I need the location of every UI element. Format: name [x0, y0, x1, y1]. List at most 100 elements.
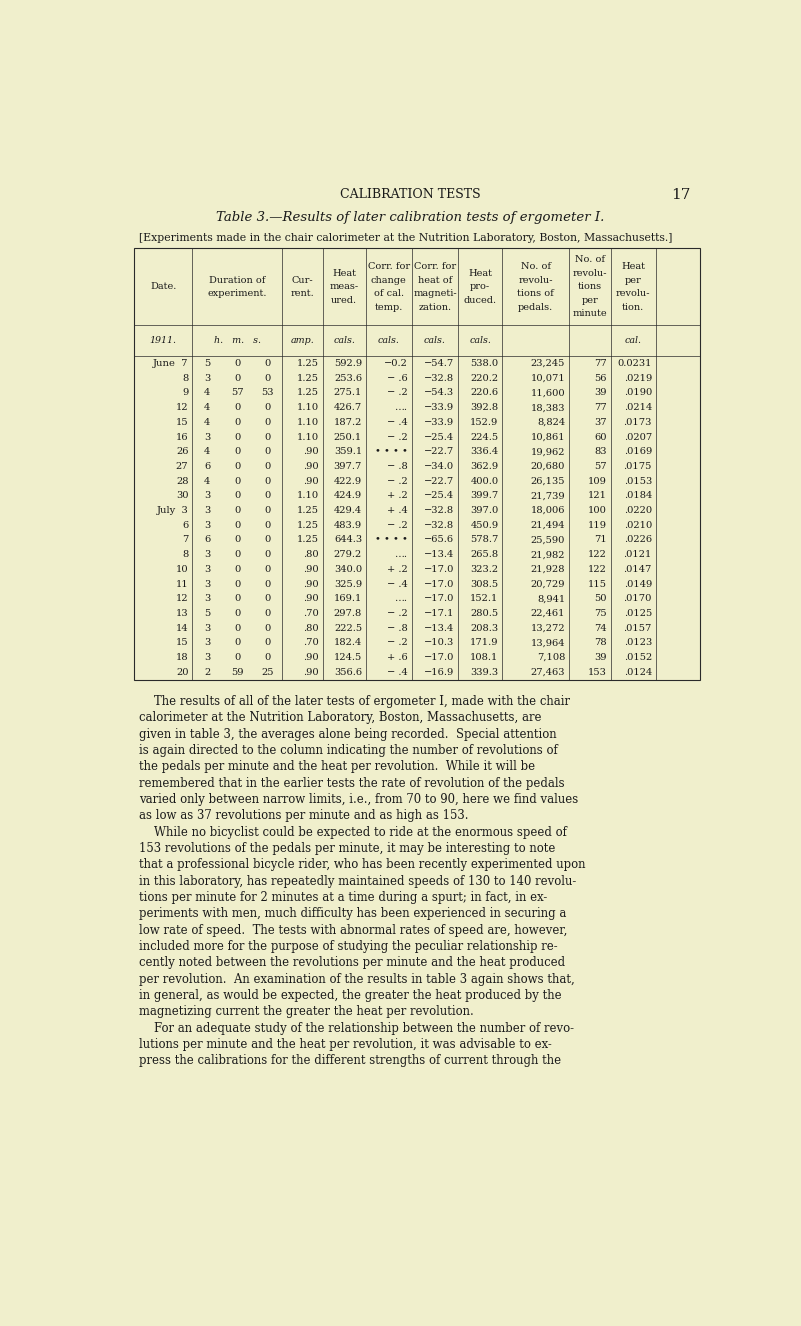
- Text: 6: 6: [182, 521, 188, 530]
- Text: −17.1: −17.1: [424, 609, 454, 618]
- Text: − .2: − .2: [387, 432, 408, 442]
- Text: 27,463: 27,463: [530, 668, 566, 676]
- Text: − .8: − .8: [387, 623, 408, 633]
- Text: .90: .90: [303, 447, 319, 456]
- Text: .0169: .0169: [624, 447, 652, 456]
- Text: 13: 13: [176, 609, 188, 618]
- Text: 250.1: 250.1: [334, 432, 362, 442]
- Text: per: per: [582, 296, 598, 305]
- Text: 0: 0: [234, 623, 240, 633]
- Text: −25.4: −25.4: [425, 432, 454, 442]
- Text: 153 revolutions of the pedals per minute, it may be interesting to note: 153 revolutions of the pedals per minute…: [139, 842, 555, 855]
- Text: .0170: .0170: [623, 594, 652, 603]
- Text: 7,108: 7,108: [537, 654, 566, 662]
- Text: 0: 0: [234, 374, 240, 383]
- Text: 25: 25: [261, 668, 273, 676]
- Text: 18,383: 18,383: [530, 403, 566, 412]
- Text: .0210: .0210: [624, 521, 652, 530]
- Text: 397.7: 397.7: [334, 461, 362, 471]
- Text: The results of all of the later tests of ergometer I, made with the chair: The results of all of the later tests of…: [139, 695, 570, 708]
- Text: −22.7: −22.7: [424, 476, 454, 485]
- Text: 57: 57: [594, 461, 607, 471]
- Text: 1.25: 1.25: [296, 521, 319, 530]
- Text: 0: 0: [264, 536, 271, 545]
- Text: −17.0: −17.0: [424, 565, 454, 574]
- Text: .90: .90: [303, 654, 319, 662]
- Text: 152.9: 152.9: [470, 418, 498, 427]
- Text: 122: 122: [588, 565, 607, 574]
- Text: .0220: .0220: [624, 507, 652, 514]
- Text: − .4: − .4: [387, 668, 408, 676]
- Text: −65.6: −65.6: [425, 536, 454, 545]
- Text: rent.: rent.: [291, 289, 314, 298]
- Text: 5: 5: [204, 359, 211, 369]
- Text: • • • •: • • • •: [375, 447, 408, 456]
- Text: 171.9: 171.9: [470, 638, 498, 647]
- Text: ….: ….: [395, 550, 408, 560]
- Text: tions: tions: [578, 282, 602, 292]
- Text: 0.0231: 0.0231: [618, 359, 652, 369]
- Text: tion.: tion.: [622, 302, 645, 312]
- Text: 0: 0: [264, 492, 271, 500]
- Text: −34.0: −34.0: [425, 461, 454, 471]
- Text: No. of: No. of: [575, 256, 605, 264]
- Text: 0: 0: [264, 374, 271, 383]
- Text: 0: 0: [264, 638, 271, 647]
- Text: ….: ….: [395, 594, 408, 603]
- Text: − .2: − .2: [387, 638, 408, 647]
- Text: 0: 0: [234, 579, 240, 589]
- Text: 0: 0: [234, 432, 240, 442]
- Text: 400.0: 400.0: [470, 476, 498, 485]
- Text: that a professional bicycle rider, who has been recently experimented upon: that a professional bicycle rider, who h…: [139, 858, 586, 871]
- Text: heat of: heat of: [418, 276, 452, 285]
- Text: 7: 7: [182, 536, 188, 545]
- Text: 39: 39: [594, 654, 607, 662]
- Text: 23,245: 23,245: [531, 359, 566, 369]
- Text: 53: 53: [261, 389, 273, 398]
- Text: 12: 12: [176, 403, 188, 412]
- Text: 10,071: 10,071: [530, 374, 566, 383]
- Text: 297.8: 297.8: [334, 609, 362, 618]
- Text: 0: 0: [264, 594, 271, 603]
- Text: − .8: − .8: [387, 461, 408, 471]
- Text: 0: 0: [264, 579, 271, 589]
- Text: 0: 0: [234, 521, 240, 530]
- Text: is again directed to the column indicating the number of revolutions of: is again directed to the column indicati…: [139, 744, 557, 757]
- Text: 50: 50: [594, 594, 607, 603]
- Text: 0: 0: [264, 623, 271, 633]
- Text: .90: .90: [303, 565, 319, 574]
- Text: 3: 3: [204, 432, 211, 442]
- Text: 362.9: 362.9: [470, 461, 498, 471]
- Text: −54.3: −54.3: [425, 389, 454, 398]
- Text: 422.9: 422.9: [334, 476, 362, 485]
- Text: change: change: [371, 276, 407, 285]
- Text: 121: 121: [588, 492, 607, 500]
- Text: Corr. for: Corr. for: [368, 263, 410, 272]
- Text: 1.25: 1.25: [296, 507, 319, 514]
- Text: 0: 0: [264, 418, 271, 427]
- Text: temp.: temp.: [375, 302, 403, 312]
- Text: 78: 78: [594, 638, 607, 647]
- Text: 0: 0: [264, 359, 271, 369]
- Text: 0: 0: [264, 476, 271, 485]
- Text: − .4: − .4: [387, 418, 408, 427]
- Text: 83: 83: [594, 447, 607, 456]
- Text: 0: 0: [234, 550, 240, 560]
- Text: 538.0: 538.0: [470, 359, 498, 369]
- Text: .90: .90: [303, 668, 319, 676]
- Text: 18: 18: [176, 654, 188, 662]
- Text: 11: 11: [175, 579, 188, 589]
- Text: 0: 0: [234, 638, 240, 647]
- Text: − .2: − .2: [387, 476, 408, 485]
- Text: 359.1: 359.1: [334, 447, 362, 456]
- Text: −16.9: −16.9: [424, 668, 454, 676]
- Text: periments with men, much difficulty has been experienced in securing a: periments with men, much difficulty has …: [139, 907, 566, 920]
- Text: + .2: + .2: [387, 492, 408, 500]
- Text: −25.4: −25.4: [425, 492, 454, 500]
- Text: 224.5: 224.5: [470, 432, 498, 442]
- Text: 17: 17: [671, 188, 690, 203]
- Text: −0.2: −0.2: [384, 359, 408, 369]
- Text: 429.4: 429.4: [334, 507, 362, 514]
- Text: − .6: − .6: [387, 374, 408, 383]
- Text: .0125: .0125: [624, 609, 652, 618]
